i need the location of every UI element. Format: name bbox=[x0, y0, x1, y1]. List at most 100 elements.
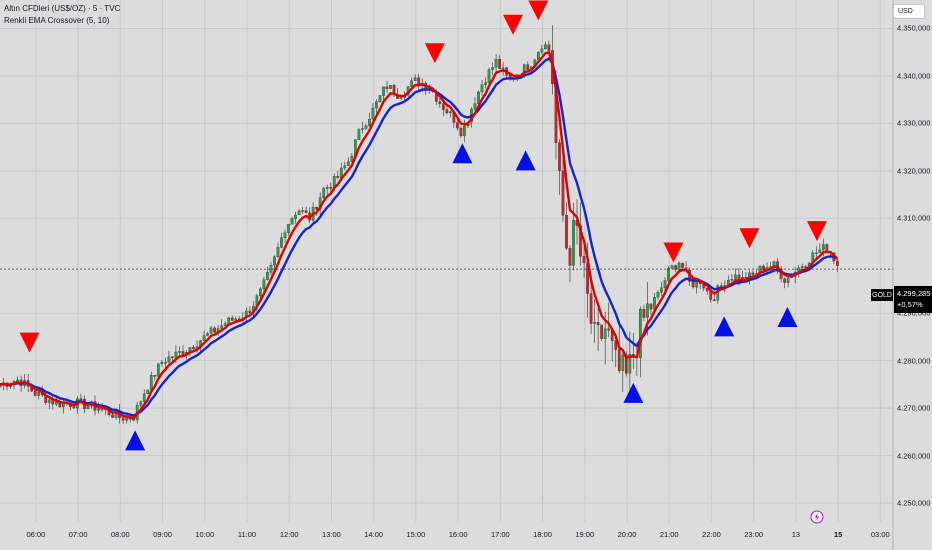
candle-body bbox=[783, 278, 786, 283]
candle-body bbox=[786, 277, 790, 283]
candle-body bbox=[149, 375, 153, 391]
candle-body bbox=[325, 187, 329, 189]
candle-body bbox=[156, 363, 160, 377]
candle-body bbox=[97, 408, 100, 411]
candle-body bbox=[691, 281, 695, 288]
buy-signal-marker bbox=[714, 316, 735, 337]
x-tick-label: 06:00 bbox=[26, 530, 46, 539]
candle-body bbox=[399, 97, 403, 99]
candle-body bbox=[762, 265, 765, 270]
candle-body bbox=[357, 129, 361, 140]
candle-body bbox=[473, 103, 477, 110]
x-tick-label: 15 bbox=[833, 530, 843, 539]
candle-body bbox=[730, 279, 734, 281]
x-tick-label: 12:00 bbox=[279, 530, 299, 539]
candle-body bbox=[681, 262, 684, 268]
candle-body bbox=[814, 252, 818, 254]
candle-body bbox=[361, 128, 364, 130]
candle-body bbox=[290, 218, 294, 225]
candle-body bbox=[280, 237, 283, 248]
candle-body bbox=[498, 59, 501, 69]
x-tick-label: 23:00 bbox=[744, 530, 764, 539]
candle-body bbox=[0, 384, 2, 388]
candle-body bbox=[677, 262, 681, 270]
candle-body bbox=[315, 207, 319, 210]
candle-body bbox=[593, 322, 596, 324]
candle-body bbox=[487, 69, 491, 83]
y-tick-label: 4.320,000 bbox=[897, 166, 931, 176]
y-tick-label: 4.350,000 bbox=[897, 23, 931, 33]
candle-body bbox=[364, 125, 368, 129]
candle-body bbox=[346, 161, 350, 166]
candle-body bbox=[266, 272, 269, 280]
x-tick-label: 10:00 bbox=[195, 530, 215, 539]
lightning-icon[interactable] bbox=[810, 510, 824, 524]
candle-body bbox=[751, 272, 755, 275]
x-tick-label: 03:00 bbox=[870, 530, 890, 539]
candle-body bbox=[639, 308, 642, 359]
candle-body bbox=[111, 414, 114, 418]
candle-body bbox=[139, 401, 143, 406]
candle-body bbox=[459, 127, 463, 136]
candle-body bbox=[160, 361, 164, 364]
candle-body bbox=[213, 327, 216, 333]
candle-body bbox=[445, 109, 449, 114]
candle-body bbox=[579, 225, 582, 257]
candle-body bbox=[192, 347, 195, 349]
candle-body bbox=[526, 64, 530, 70]
candle-body bbox=[132, 419, 136, 421]
x-tick-label: 09:00 bbox=[153, 530, 172, 539]
signal-markers bbox=[19, 0, 827, 451]
y-tick-label: 4.310,000 bbox=[897, 213, 931, 223]
candle-body bbox=[209, 327, 213, 334]
candle-body bbox=[294, 214, 297, 219]
candle-body bbox=[565, 215, 568, 249]
x-tick-label: 13:00 bbox=[322, 530, 341, 539]
candle-body bbox=[223, 323, 227, 326]
last-price-value: 4.299,285 bbox=[897, 289, 931, 298]
buy-signal-marker bbox=[623, 382, 644, 403]
currency-button[interactable]: USD bbox=[893, 4, 925, 19]
candle-body bbox=[536, 52, 540, 61]
sell-signal-marker bbox=[424, 43, 445, 64]
candle-body bbox=[649, 303, 653, 310]
candle-body bbox=[164, 361, 167, 364]
candle-body bbox=[259, 288, 262, 296]
candle-body bbox=[413, 77, 417, 81]
candle-body bbox=[836, 260, 839, 266]
indicator-label[interactable]: Renkli EMA Crossover (5, 10) bbox=[4, 16, 110, 25]
x-tick-label: 07:00 bbox=[68, 530, 88, 539]
candle-body bbox=[821, 244, 825, 250]
candle-body bbox=[670, 265, 674, 269]
candle-body bbox=[301, 210, 304, 212]
candle-body bbox=[705, 288, 709, 292]
candle-body bbox=[329, 187, 333, 189]
last-price-box: 4.299,285 +0,57% bbox=[894, 286, 932, 313]
candle-body bbox=[371, 107, 375, 120]
x-tick-label: 14:00 bbox=[364, 530, 384, 539]
chart-title: Altın CFDleri (US$/OZ) · 5 · TVC bbox=[4, 4, 121, 13]
candle-body bbox=[614, 340, 618, 350]
candle-body bbox=[589, 293, 593, 324]
y-tick-label: 4.250,000 bbox=[897, 498, 931, 508]
x-tick-label: 18:00 bbox=[533, 530, 552, 539]
candle-body bbox=[273, 256, 276, 266]
x-tick-label: 11:00 bbox=[237, 530, 257, 539]
candle-body bbox=[642, 308, 646, 318]
candle-body bbox=[617, 349, 621, 371]
candle-body bbox=[607, 328, 611, 331]
candle-body bbox=[276, 247, 280, 257]
candle-body bbox=[269, 264, 273, 273]
candle-body bbox=[660, 287, 663, 293]
candle-body bbox=[561, 170, 565, 216]
candle-body bbox=[663, 280, 667, 289]
y-tick-label: 4.290,000 bbox=[897, 308, 931, 318]
candle-body bbox=[674, 265, 677, 270]
candle-body bbox=[202, 335, 206, 341]
symbol-tag: GOLD bbox=[871, 289, 893, 301]
candle-body bbox=[653, 297, 656, 310]
candle-body bbox=[146, 389, 150, 395]
ema-fast-line bbox=[0, 50, 839, 420]
